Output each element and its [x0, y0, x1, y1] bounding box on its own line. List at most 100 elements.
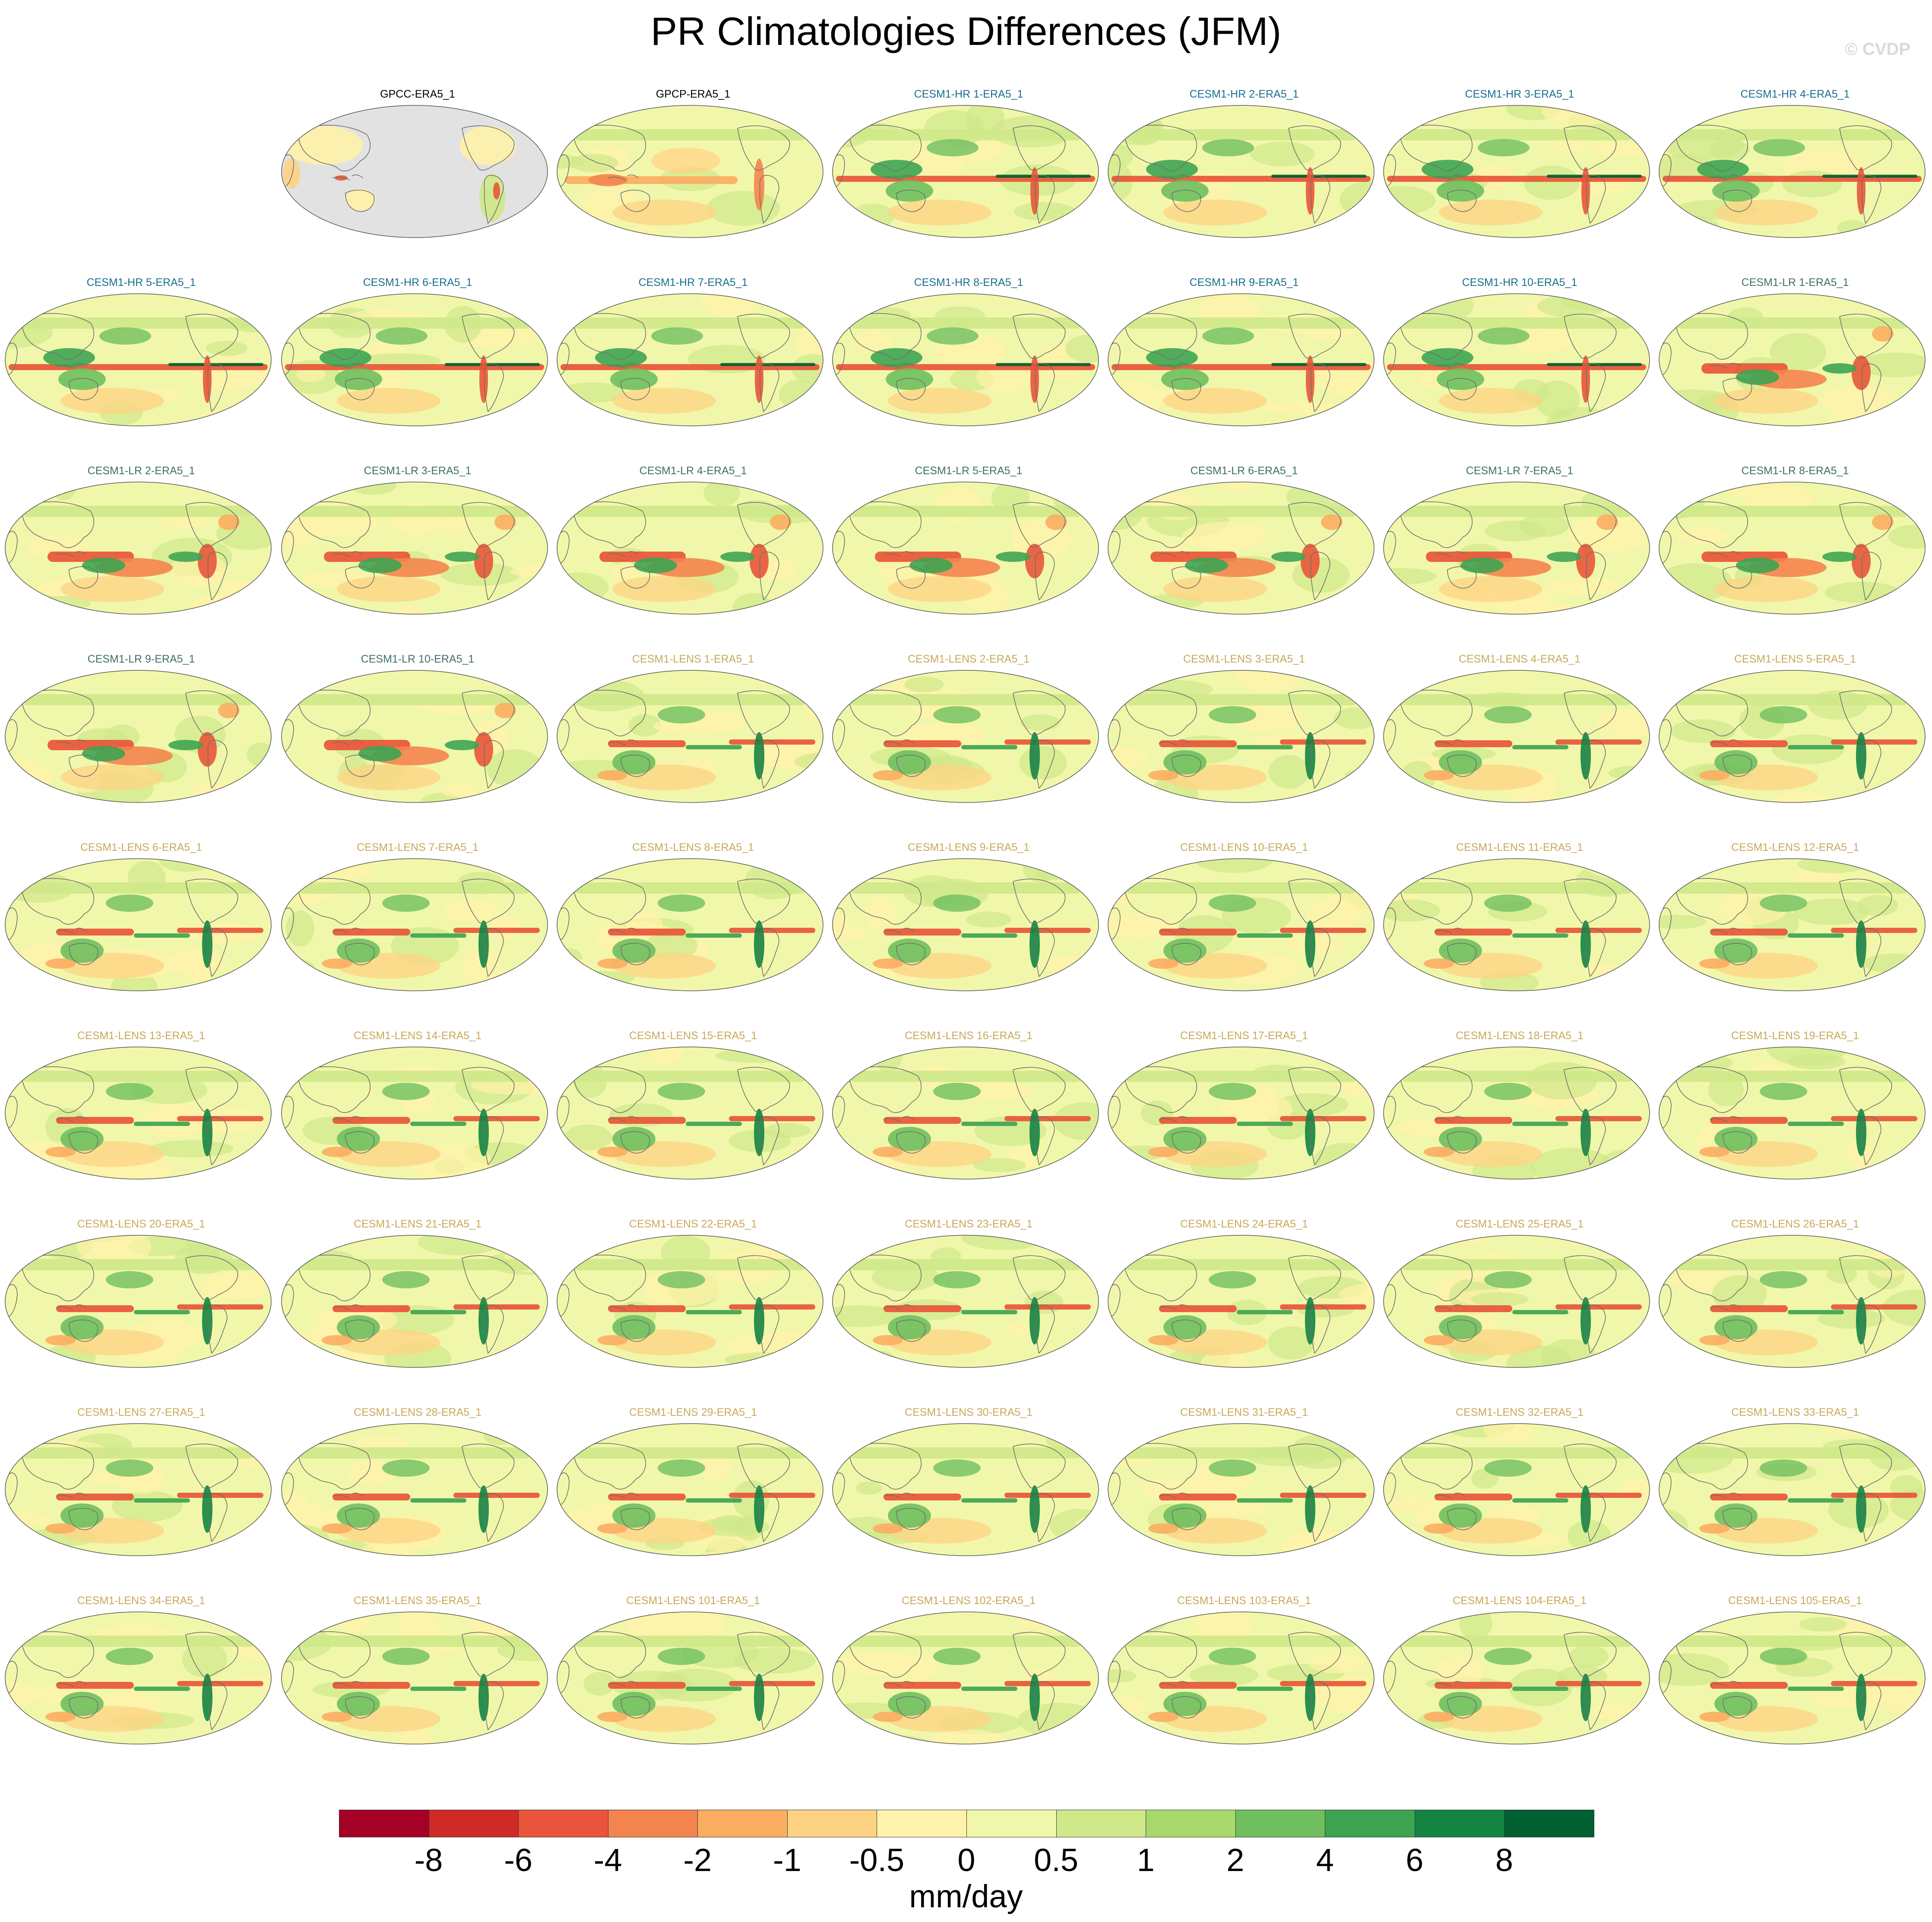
- atlantic-dry-anomaly: [729, 1304, 815, 1310]
- andes-wet: [754, 732, 764, 780]
- background-anomaly: [773, 222, 806, 238]
- midlatitude-band: [298, 506, 531, 517]
- midlatitude-band: [22, 506, 255, 517]
- map-border: [557, 1611, 823, 1744]
- precip-difference-map: [1108, 858, 1375, 991]
- background-anomaly: [753, 1236, 799, 1260]
- coastline: [1073, 309, 1085, 321]
- amazon-dry-anomaly: [1576, 544, 1595, 578]
- panel-label: CESM1-LENS 103-ERA5_1: [1177, 1595, 1311, 1607]
- coastline: [1586, 1681, 1606, 1730]
- coastline: [1447, 1131, 1477, 1154]
- coastline: [836, 154, 845, 187]
- midlatitude-band: [298, 317, 531, 329]
- itcz-dry-anomaly: [884, 1682, 961, 1689]
- coastline: [1434, 739, 1465, 745]
- map-border: [5, 1611, 272, 1744]
- south-indian-anomaly: [1424, 958, 1454, 969]
- coastline: [1035, 740, 1055, 789]
- itcz-dry-anomaly: [1435, 1117, 1512, 1124]
- coastline: [737, 879, 790, 924]
- north-pacific-wet: [1202, 327, 1254, 345]
- map-border: [557, 105, 823, 238]
- midlatitude-band: [573, 506, 807, 517]
- precip-difference-map: [832, 858, 1099, 991]
- background-anomaly: [479, 1424, 548, 1437]
- spcz-wet: [335, 368, 382, 390]
- andes-wet: [1029, 1297, 1040, 1345]
- coastline: [1900, 498, 1912, 509]
- north-pacific-wet: [99, 327, 151, 345]
- coastline: [69, 1508, 98, 1530]
- north-pacific-wet: [106, 1648, 153, 1665]
- coastline: [1586, 928, 1606, 977]
- map-border: [281, 293, 548, 426]
- coastline: [1172, 943, 1201, 965]
- panel-label: CESM1-HR 1-ERA5_1: [914, 88, 1023, 100]
- coastline: [798, 309, 810, 321]
- precip-difference-map: [1659, 1611, 1926, 1744]
- panel-label: CESM1-LR 8-ERA5_1: [1741, 465, 1849, 477]
- coastline: [185, 1255, 238, 1300]
- panel-label: CESM1-HR 10-ERA5_1: [1462, 276, 1577, 289]
- background-anomaly: [776, 487, 823, 502]
- map-panel: CESM1-LENS 17-ERA5_1: [1106, 1028, 1382, 1214]
- coastline: [608, 739, 639, 745]
- precip-difference-map: [281, 1611, 548, 1744]
- precip-difference-map: [557, 858, 823, 991]
- south-indian-anomaly: [1148, 770, 1178, 780]
- coastline: [1400, 1066, 1473, 1113]
- south-indian-anomaly: [45, 958, 76, 969]
- panel-label: CESM1-LENS 17-ERA5_1: [1180, 1030, 1308, 1042]
- atlantic-dry-anomaly: [1004, 739, 1091, 745]
- coastline: [1839, 502, 1892, 547]
- precip-difference-map: [1659, 1235, 1926, 1368]
- coastline: [285, 1661, 294, 1694]
- north-pacific-wet: [933, 706, 981, 723]
- midlatitude-band: [849, 1259, 1082, 1270]
- coastline: [560, 1661, 570, 1694]
- coastline: [185, 1443, 238, 1489]
- precip-difference-map: [5, 293, 272, 426]
- background-anomaly: [1659, 1047, 1696, 1061]
- coastline: [849, 501, 922, 548]
- andes-anomaly: [754, 159, 764, 210]
- coastline: [462, 1067, 515, 1112]
- precip-difference-map: [1383, 105, 1650, 238]
- coastline: [1434, 174, 1465, 181]
- coastline: [621, 378, 650, 400]
- coastline: [621, 943, 650, 965]
- south-indian-anomaly: [322, 1147, 352, 1157]
- subtropical-dry-band: [337, 388, 440, 414]
- subtropical-dry-band: [1163, 576, 1267, 602]
- precip-difference-map: [281, 105, 548, 238]
- coastline: [836, 531, 845, 564]
- coastline: [1839, 1632, 1892, 1677]
- background-anomaly: [1483, 1424, 1533, 1444]
- background-anomaly: [973, 1158, 1026, 1172]
- itcz-wet-anomaly: [686, 933, 742, 938]
- andes-wet: [754, 920, 764, 968]
- map-border: [5, 670, 272, 803]
- coastline: [1310, 552, 1330, 600]
- background-anomaly: [286, 910, 315, 947]
- andes-wet: [1305, 920, 1315, 968]
- coastline: [8, 719, 18, 752]
- colorbar-swatch: [1325, 1810, 1415, 1837]
- andes-wet: [1856, 920, 1866, 968]
- coastline: [1159, 1116, 1190, 1122]
- panel-label: GPCP-ERA5_1: [656, 88, 731, 100]
- map-border: [557, 482, 823, 615]
- coastline: [484, 175, 504, 224]
- background-anomaly: [318, 862, 375, 879]
- precip-difference-map: [557, 1047, 823, 1180]
- coastline: [522, 1627, 534, 1639]
- precip-difference-map: [1108, 1423, 1375, 1556]
- map-panel: CESM1-LENS 3-ERA5_1: [1106, 651, 1382, 837]
- background-anomaly: [1005, 1322, 1033, 1336]
- coastline: [246, 498, 258, 509]
- coastline: [883, 1304, 914, 1310]
- map-border: [1383, 858, 1650, 991]
- itcz-dry-anomaly: [333, 1494, 410, 1500]
- panel-label: CESM1-LENS 20-ERA5_1: [77, 1218, 205, 1230]
